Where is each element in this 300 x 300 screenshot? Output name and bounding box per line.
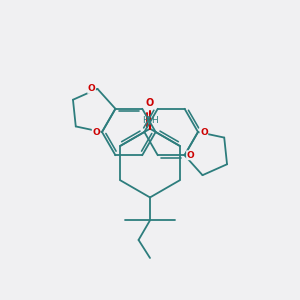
Text: O: O xyxy=(92,128,100,136)
Text: H: H xyxy=(151,116,158,125)
Text: O: O xyxy=(200,128,208,136)
Text: O: O xyxy=(88,84,95,93)
Text: O: O xyxy=(187,151,194,160)
Text: O: O xyxy=(146,98,154,108)
Text: H: H xyxy=(142,116,149,125)
